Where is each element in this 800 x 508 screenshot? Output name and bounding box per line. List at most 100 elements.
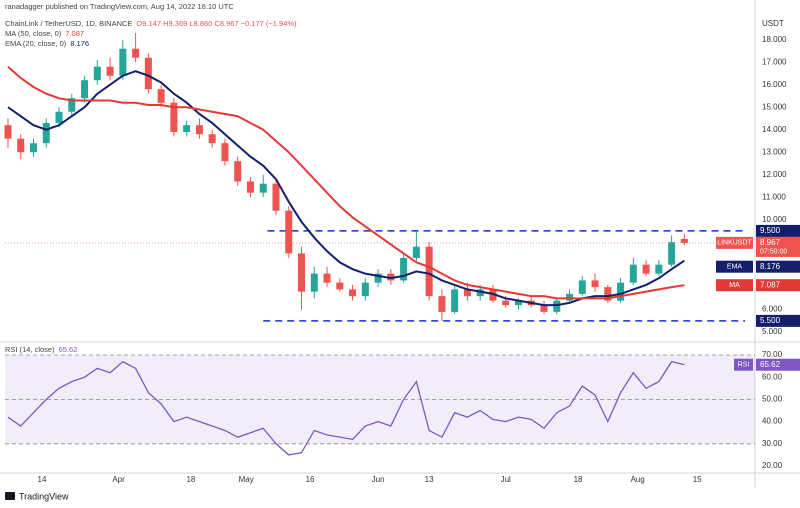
published-note: ranadagger published on TradingView.com,… <box>5 2 234 11</box>
x-tick-label: Jul <box>501 475 511 484</box>
candle-body <box>604 287 612 301</box>
candle-body <box>425 246 433 297</box>
level-label-box <box>756 314 800 327</box>
x-tick-label: 18 <box>574 475 583 484</box>
y-tick-label: 5.000 <box>762 327 783 336</box>
series-1-tag <box>716 279 753 292</box>
candle-body <box>591 280 599 288</box>
moving-average-line <box>7 70 685 307</box>
candle-body <box>668 242 676 265</box>
x-tick-label: 18 <box>186 475 195 484</box>
x-tick-label: 15 <box>693 475 702 484</box>
candle-body <box>106 66 114 76</box>
candle-body <box>655 264 663 274</box>
series-0-tag <box>716 260 753 273</box>
y-tick-label: 6.000 <box>762 305 783 314</box>
rsi-legend-value: 65.62 <box>59 345 78 354</box>
candle-body <box>195 125 203 135</box>
rsi-legend: RSI (14, close) 65.62 <box>5 345 77 354</box>
x-tick-label: Apr <box>112 475 125 484</box>
symbol: ChainLink / TetherUSD, 1D, BINANCE <box>5 19 132 28</box>
x-tick-label: May <box>239 475 254 484</box>
series-1-tag-text: MA <box>729 282 740 289</box>
candle-body <box>387 273 395 281</box>
candle-body <box>157 89 165 103</box>
y-tick-label: 40.00 <box>762 417 783 426</box>
candle-body <box>4 125 12 139</box>
candle-body <box>272 183 280 211</box>
candle-body <box>259 183 267 193</box>
rsi-line <box>7 360 685 456</box>
x-tick-label: 13 <box>425 475 434 484</box>
footer-brand: TradingView <box>19 491 69 501</box>
y-tick-label: 11.000 <box>762 192 786 201</box>
candle-body <box>476 289 484 297</box>
candle-body <box>298 253 306 292</box>
candle-body <box>29 143 38 153</box>
series-1-value-box <box>756 279 800 292</box>
rsi-value: 65.62 <box>760 360 781 369</box>
candle-body <box>132 48 140 58</box>
candle-body <box>451 289 459 312</box>
candle-body <box>55 111 63 123</box>
x-tick-label: 14 <box>38 475 47 484</box>
candle-body <box>553 300 561 312</box>
y-tick-label: 14.000 <box>762 125 787 134</box>
moving-average-line <box>7 65 685 300</box>
last-price-value-box <box>756 236 800 257</box>
last-price-tag <box>716 236 753 249</box>
rsi-tag <box>734 358 753 371</box>
level-label-box <box>756 224 800 237</box>
last-price-value: 8.967 <box>760 238 781 247</box>
candle-body <box>617 282 625 301</box>
y-tick-label: 17.000 <box>762 57 787 66</box>
rsi-value-box <box>756 358 800 371</box>
y-tick-label: 10.000 <box>762 215 787 224</box>
candle-body <box>336 282 344 290</box>
y-tick-label: 13.000 <box>762 147 787 156</box>
candle-body <box>93 66 101 81</box>
y-tick-label: 16.000 <box>762 80 787 89</box>
candle-body <box>412 246 420 258</box>
level-label: 9.500 <box>760 226 781 235</box>
candle-body <box>246 181 254 193</box>
level-label: 5.500 <box>760 316 781 325</box>
x-tick-label: 16 <box>306 475 315 484</box>
rsi-legend-name: RSI (14, close) <box>5 345 55 354</box>
y-tick-label: 30.00 <box>762 439 783 448</box>
candle-body <box>374 273 382 283</box>
candle-body <box>680 238 688 243</box>
y-tick-label: 20.00 <box>762 461 783 470</box>
candle-body <box>208 134 216 144</box>
series-0-value: 8.176 <box>760 262 781 271</box>
candle-body <box>502 300 510 306</box>
candle-body <box>540 305 548 312</box>
candle-body <box>578 280 586 294</box>
candle-body <box>310 273 318 292</box>
candle-body <box>17 138 25 153</box>
symbol-legend: ChainLink / TetherUSD, 1D, BINANCE O9.147… <box>5 19 297 28</box>
logo-icon <box>5 492 15 500</box>
candle-body <box>170 102 178 132</box>
y-tick-label: 70.00 <box>762 350 783 359</box>
series-0-value-box <box>756 260 800 273</box>
candle-body <box>400 257 408 281</box>
candle-body <box>463 289 471 297</box>
candle-body <box>349 289 357 297</box>
candle-body <box>285 210 293 254</box>
candle-body <box>221 143 229 162</box>
last-price-countdown: 07:50:00 <box>760 249 787 256</box>
footer-logo: TradingView <box>5 491 69 501</box>
ohlc: O9.147 H9.369 L8.860 C8.967 −0.177 (−1.9… <box>136 19 297 28</box>
last-price-tag-text: LINKUSDT <box>717 240 752 247</box>
y-tick-label: 12.000 <box>762 170 787 179</box>
ma-legend-value: 7.087 <box>65 29 84 38</box>
ema-legend: EMA (20, close, 0) 8.176 <box>5 39 89 48</box>
y-tick-label: 60.00 <box>762 372 783 381</box>
currency: USDT <box>762 19 784 28</box>
y-tick-label: 15.000 <box>762 102 787 111</box>
candle-body <box>183 125 191 132</box>
candle-body <box>81 80 89 99</box>
candle-body <box>144 57 152 90</box>
